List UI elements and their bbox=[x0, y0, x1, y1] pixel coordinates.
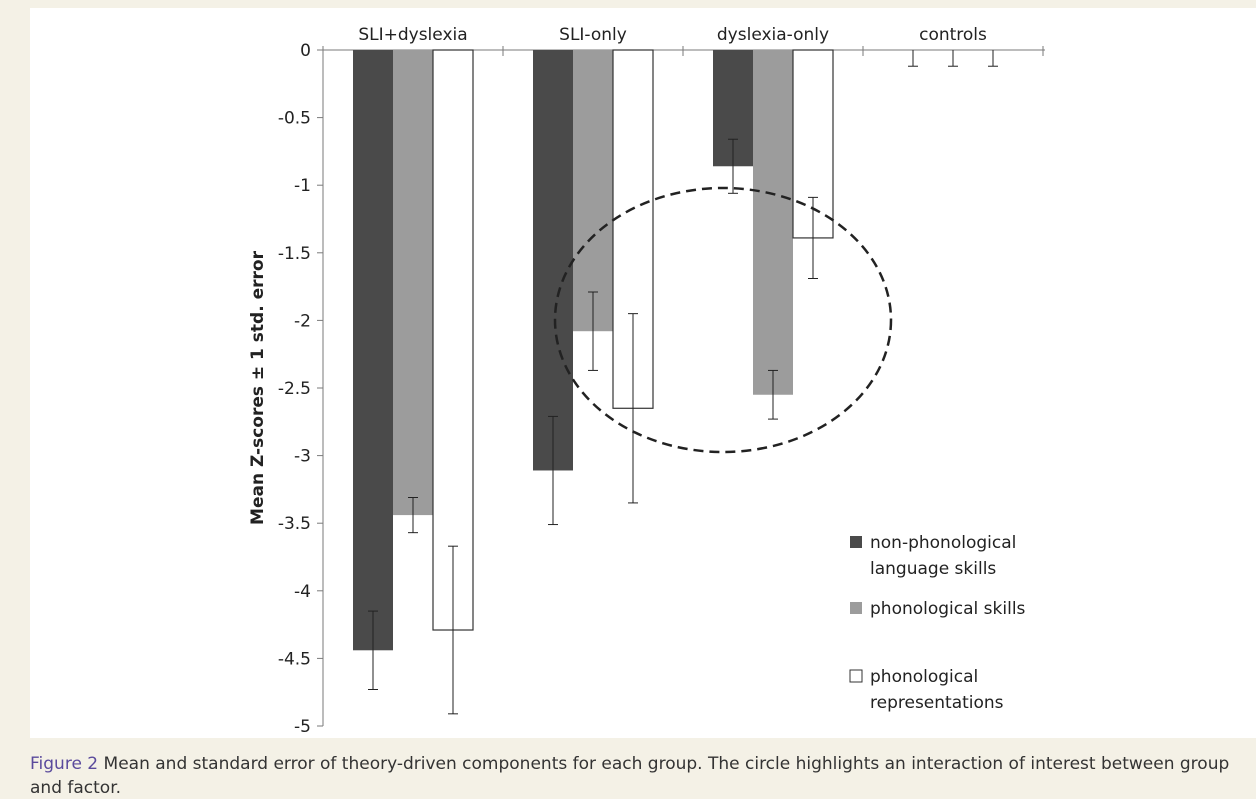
y-tick-label: -2 bbox=[294, 311, 311, 331]
y-tick-label: -2.5 bbox=[278, 379, 311, 399]
legend-swatch bbox=[849, 669, 863, 683]
bar bbox=[393, 50, 433, 516]
y-tick-label: -5 bbox=[294, 717, 311, 737]
y-tick-label: -3 bbox=[294, 447, 311, 467]
category-label: dyslexia-only bbox=[717, 25, 829, 45]
chart-panel: 0 -0.5 -1 -1.5 -2 -2.5 -3 -3.5 -4 -4.5 -5 SLI+dysle… bbox=[30, 8, 1256, 738]
bar bbox=[573, 50, 613, 332]
y-axis-title: Mean Z-scores ± 1 std. error bbox=[248, 250, 268, 525]
legend-label: phonological skills bbox=[870, 599, 1026, 619]
category-label: SLI-only bbox=[559, 25, 627, 45]
legend-label: language skills bbox=[870, 559, 996, 579]
caption-label: Figure 2 bbox=[30, 754, 99, 774]
bar bbox=[753, 50, 793, 395]
y-tick-label: -4 bbox=[294, 582, 311, 602]
legend-swatch bbox=[850, 536, 862, 548]
legend-swatch bbox=[850, 602, 862, 614]
legend-label: phonological bbox=[870, 667, 978, 687]
y-tick-label: -0.5 bbox=[278, 109, 311, 129]
bar-chart: 0 -0.5 -1 -1.5 -2 -2.5 -3 -3.5 -4 -4.5 -5 SLI+dysle… bbox=[248, 25, 1045, 737]
y-tick-label: -3.5 bbox=[278, 514, 311, 534]
bar bbox=[533, 50, 573, 471]
y-tick-label: -1.5 bbox=[278, 244, 311, 264]
y-tick-label: -4.5 bbox=[278, 649, 311, 669]
legend-label: representations bbox=[870, 693, 1004, 713]
caption-text: Mean and standard error of theory-driven… bbox=[30, 754, 1230, 798]
y-tick-label: 0 bbox=[300, 41, 311, 61]
figure-caption: Figure 2 Mean and standard error of theo… bbox=[30, 752, 1256, 799]
y-tick-label: -1 bbox=[294, 176, 311, 196]
highlight-ellipse bbox=[553, 186, 893, 454]
bar bbox=[432, 49, 474, 631]
bar bbox=[353, 50, 393, 651]
category-label: controls bbox=[919, 25, 987, 45]
legend-label: non-phonological bbox=[870, 533, 1016, 553]
category-label: SLI+dyslexia bbox=[358, 25, 467, 45]
